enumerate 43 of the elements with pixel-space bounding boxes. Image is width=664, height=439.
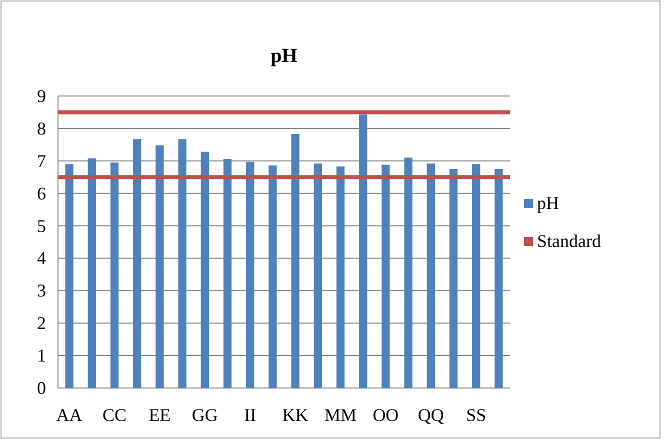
x-tick-label: GG bbox=[192, 405, 218, 425]
y-tick-label: 0 bbox=[37, 378, 46, 398]
legend-label: pH bbox=[537, 193, 559, 213]
bar bbox=[291, 134, 300, 388]
chart-title: pH bbox=[270, 45, 298, 67]
bar bbox=[246, 162, 254, 388]
bar bbox=[65, 164, 74, 388]
bar bbox=[359, 114, 368, 388]
y-tick-label: 7 bbox=[37, 150, 46, 171]
bar bbox=[404, 158, 412, 388]
x-tick-label: II bbox=[244, 405, 256, 425]
y-tick-label: 4 bbox=[37, 248, 46, 268]
bar bbox=[156, 145, 164, 388]
bar bbox=[223, 158, 232, 388]
y-tick-label: 1 bbox=[37, 346, 46, 366]
bar bbox=[314, 163, 322, 388]
bar bbox=[449, 169, 458, 388]
bar bbox=[426, 163, 435, 388]
y-tick-label: 9 bbox=[37, 86, 46, 106]
bar bbox=[178, 139, 186, 388]
x-tick-label: OO bbox=[372, 405, 399, 425]
bar bbox=[268, 165, 277, 388]
x-tick-label: KK bbox=[282, 405, 308, 425]
y-tick-label: 3 bbox=[37, 280, 46, 301]
x-tick-label: EE bbox=[148, 405, 171, 425]
bar bbox=[472, 164, 480, 388]
bar bbox=[336, 166, 345, 388]
legend-label: Standard bbox=[537, 231, 601, 251]
y-tick-label: 8 bbox=[37, 118, 46, 138]
bar bbox=[200, 152, 209, 388]
x-tick-label: AA bbox=[56, 405, 82, 425]
x-tick-label: MM bbox=[324, 405, 357, 425]
bar bbox=[494, 169, 503, 388]
bar bbox=[110, 162, 119, 388]
x-tick-label: QQ bbox=[418, 405, 444, 425]
y-tick-label: 5 bbox=[37, 216, 46, 236]
y-tick-label: 6 bbox=[37, 183, 46, 204]
bar bbox=[133, 139, 142, 388]
x-tick-label: SS bbox=[466, 405, 486, 425]
bar bbox=[382, 164, 390, 388]
bar bbox=[88, 158, 96, 388]
x-tick-label: CC bbox=[102, 405, 127, 425]
y-tick-label: 2 bbox=[37, 313, 46, 334]
